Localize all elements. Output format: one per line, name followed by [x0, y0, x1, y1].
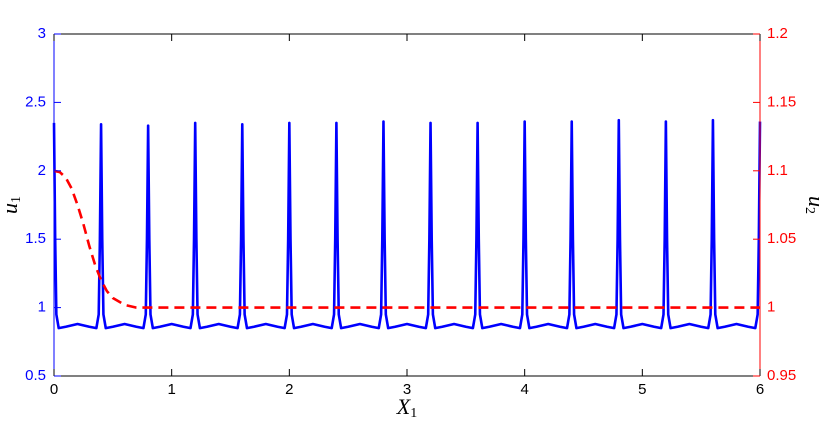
- y2-tick-label: 1.1: [767, 162, 788, 179]
- y-tick-label: 1.5: [25, 230, 46, 247]
- x-label-sub: 1: [410, 406, 417, 421]
- y2-axis-label: u2: [802, 196, 829, 214]
- y2-label-base: u: [804, 196, 829, 207]
- y2-tick-label: 0.95: [767, 367, 796, 384]
- y-label-base: u: [0, 203, 22, 214]
- y-tick-label: 3: [38, 25, 46, 42]
- data-line: [52, 118, 762, 330]
- y2-tick-label: 1.05: [767, 230, 796, 247]
- y-axis-label: u1: [0, 196, 24, 214]
- x-tick-label: 4: [520, 381, 528, 398]
- y2-tick-label: 1.2: [767, 25, 788, 42]
- x-tick-label: 6: [756, 381, 764, 398]
- y2-tick-label: 1: [767, 299, 775, 316]
- x-tick-label: 0: [50, 381, 58, 398]
- x-tick-label: 5: [638, 381, 646, 398]
- y-tick-label: 1: [38, 299, 46, 316]
- y2-label-sub: 2: [802, 207, 817, 214]
- y-tick-label: 0.5: [25, 367, 46, 384]
- y-tick-label: 2: [38, 162, 46, 179]
- data-line: [53, 169, 760, 309]
- x-tick-label: 2: [285, 381, 293, 398]
- y2-tick-label: 1.15: [767, 93, 796, 110]
- x-label-base: X: [396, 394, 412, 419]
- x-tick-label: 3: [403, 381, 411, 398]
- x-tick-label: 1: [167, 381, 175, 398]
- y-label-sub: 1: [9, 196, 24, 203]
- y-tick-label: 2.5: [25, 93, 46, 110]
- x-axis-label: X1: [396, 394, 417, 421]
